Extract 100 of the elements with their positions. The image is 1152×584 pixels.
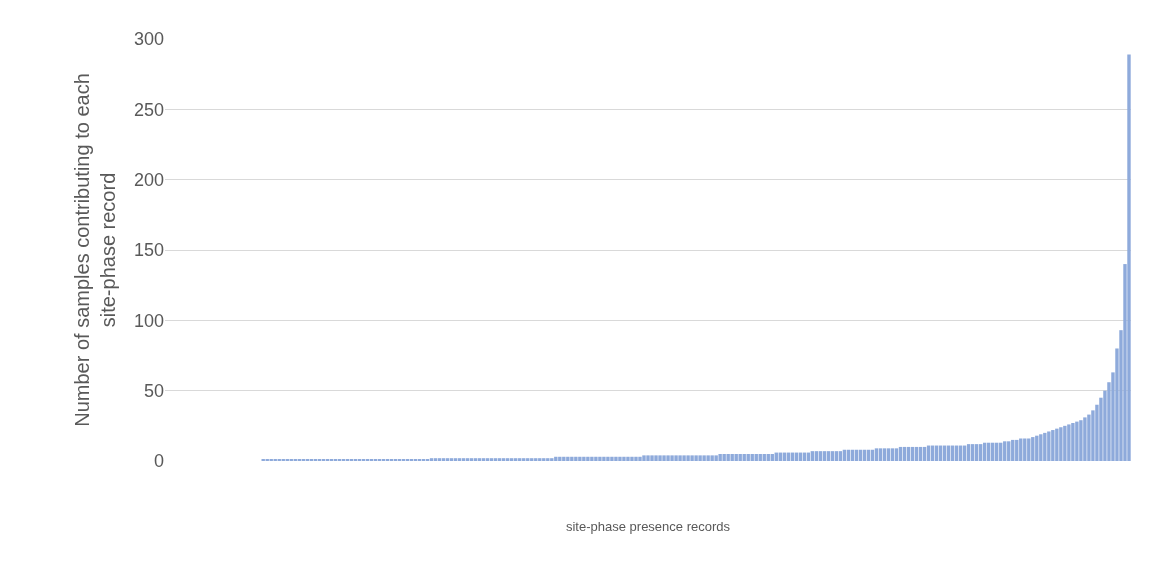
bar bbox=[886, 448, 891, 461]
y-tick-label: 100 bbox=[133, 310, 164, 331]
bar bbox=[461, 458, 466, 461]
bar bbox=[510, 458, 514, 461]
bar bbox=[497, 458, 502, 461]
bar bbox=[1035, 435, 1039, 461]
bar bbox=[622, 456, 626, 461]
bar bbox=[590, 456, 594, 461]
bar bbox=[518, 458, 522, 461]
bar bbox=[566, 456, 570, 461]
bar bbox=[710, 455, 714, 461]
bar bbox=[1051, 430, 1055, 461]
bar bbox=[1007, 441, 1011, 461]
bar bbox=[734, 453, 738, 461]
bar bbox=[453, 458, 458, 461]
bar bbox=[574, 456, 578, 461]
bar bbox=[1023, 438, 1027, 461]
bar bbox=[814, 451, 819, 461]
bar bbox=[1127, 54, 1131, 461]
bar bbox=[606, 456, 610, 461]
bar bbox=[834, 451, 839, 461]
bar bbox=[686, 455, 690, 461]
bar bbox=[1047, 431, 1051, 461]
bar bbox=[658, 455, 662, 461]
bar bbox=[530, 458, 534, 461]
bar bbox=[610, 456, 614, 461]
y-tick-label: 300 bbox=[133, 29, 164, 50]
bar bbox=[1075, 421, 1079, 461]
bar bbox=[546, 458, 550, 461]
bar bbox=[1039, 434, 1043, 461]
bar bbox=[594, 456, 598, 461]
bar bbox=[445, 458, 450, 461]
bar bbox=[722, 453, 726, 461]
bar bbox=[698, 455, 702, 461]
bar bbox=[650, 455, 654, 461]
bar bbox=[1083, 417, 1087, 461]
bar bbox=[534, 458, 538, 461]
bar bbox=[682, 455, 686, 461]
bar bbox=[485, 458, 490, 461]
bar bbox=[1067, 424, 1071, 461]
bar bbox=[502, 458, 506, 461]
bar bbox=[1059, 427, 1063, 461]
bar bbox=[489, 458, 494, 461]
bar bbox=[614, 456, 618, 461]
bar bbox=[538, 458, 542, 461]
bar bbox=[630, 456, 634, 461]
bar bbox=[1079, 420, 1083, 461]
bar bbox=[678, 455, 682, 461]
bar bbox=[1087, 414, 1091, 461]
bar bbox=[493, 458, 498, 461]
bar bbox=[441, 458, 446, 461]
bar bbox=[562, 456, 566, 461]
bar bbox=[890, 448, 895, 461]
bar bbox=[433, 458, 438, 461]
bar bbox=[1043, 432, 1047, 461]
bar bbox=[1027, 438, 1031, 461]
bar bbox=[1071, 423, 1075, 461]
y-tick-label: 50 bbox=[143, 380, 164, 401]
bar bbox=[1003, 441, 1007, 461]
bar bbox=[810, 451, 815, 461]
bar bbox=[618, 456, 622, 461]
bar bbox=[514, 458, 518, 461]
bar bbox=[674, 455, 678, 461]
bar bbox=[1031, 437, 1035, 461]
bar bbox=[702, 455, 706, 461]
bar bbox=[542, 458, 546, 461]
bar bbox=[526, 458, 530, 461]
bar bbox=[694, 455, 698, 461]
bar bbox=[554, 456, 558, 461]
bar bbox=[894, 448, 899, 461]
bar bbox=[558, 456, 562, 461]
bar bbox=[586, 456, 590, 461]
y-axis-title: Number of samples contributing to each site-phase record bbox=[71, 73, 120, 427]
x-axis-title: site-phase presence records bbox=[565, 518, 731, 534]
bar bbox=[714, 455, 718, 461]
bar bbox=[465, 458, 470, 461]
bar bbox=[473, 458, 478, 461]
bar bbox=[449, 458, 454, 461]
bar bbox=[1055, 428, 1059, 461]
y-tick-label: 200 bbox=[133, 169, 164, 190]
bar bbox=[634, 456, 638, 461]
bar bbox=[738, 453, 742, 461]
bar bbox=[626, 456, 630, 461]
bar bbox=[602, 456, 606, 461]
bar bbox=[882, 448, 887, 461]
bar bbox=[570, 456, 574, 461]
bar bbox=[477, 458, 482, 461]
bar bbox=[437, 458, 442, 461]
bar bbox=[522, 458, 526, 461]
bar bbox=[654, 455, 658, 461]
bar bbox=[718, 453, 722, 461]
bar bbox=[457, 458, 462, 461]
bar bbox=[874, 448, 879, 461]
bar bbox=[706, 455, 710, 461]
bar bbox=[666, 455, 670, 461]
bar bbox=[878, 448, 883, 461]
bar bbox=[662, 455, 666, 461]
y-tick-label: 250 bbox=[133, 99, 164, 120]
bar bbox=[469, 458, 474, 461]
bar bbox=[730, 453, 734, 461]
